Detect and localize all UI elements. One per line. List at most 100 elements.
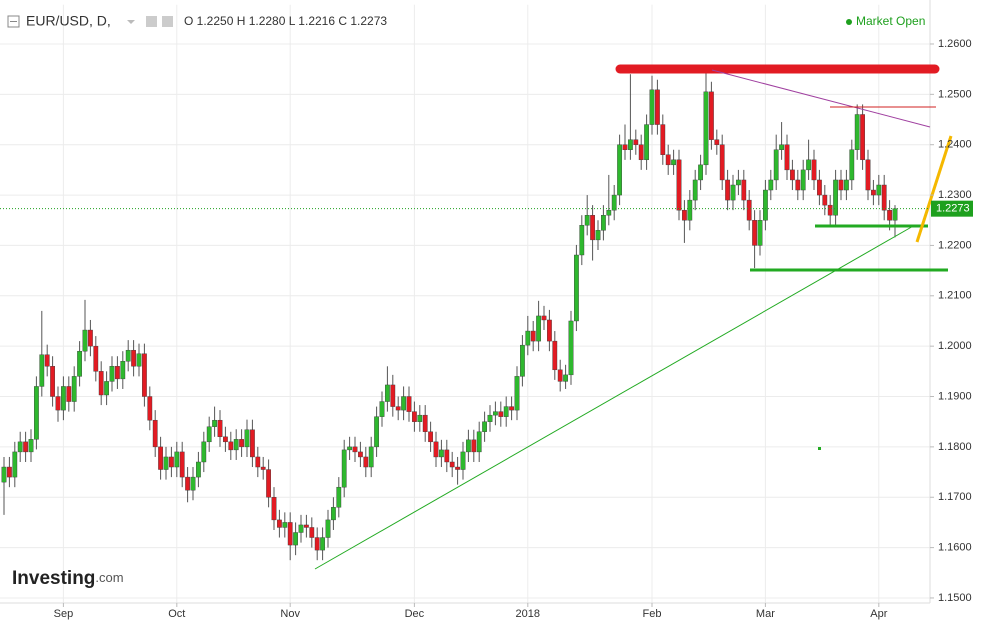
candle-body <box>249 429 255 458</box>
dot-drawing <box>818 447 821 450</box>
candle-body <box>471 439 477 453</box>
y-tick-label: 1.1900 <box>938 390 972 402</box>
candle-body <box>660 124 666 155</box>
y-tick-label: 1.2300 <box>938 189 972 201</box>
candle-body <box>822 194 828 206</box>
candle-body <box>212 419 217 427</box>
candle-body <box>66 386 72 402</box>
candle-body <box>93 345 99 372</box>
candle-body <box>406 396 412 412</box>
logo: Investing.com <box>12 568 124 589</box>
candle-body <box>865 159 871 191</box>
candle-body <box>34 386 39 440</box>
candle-body <box>568 320 574 376</box>
y-tick-label: 1.2200 <box>938 239 972 251</box>
candle-body <box>800 169 806 191</box>
candle-body <box>784 144 790 171</box>
candle-body <box>82 329 88 352</box>
logo-suffix: .com <box>95 570 123 585</box>
candle-body <box>482 421 487 432</box>
close-icon[interactable] <box>162 16 173 27</box>
candle-body <box>460 451 466 470</box>
candle-body <box>757 220 763 246</box>
candle-body <box>525 330 531 346</box>
candle-body <box>195 461 201 478</box>
candle-body <box>352 446 358 453</box>
candle-body <box>233 439 239 451</box>
candle-body <box>509 406 514 411</box>
x-tick-label: Apr <box>870 608 887 620</box>
x-tick-label: Sep <box>54 608 74 620</box>
candle-body <box>692 179 698 201</box>
candle-body <box>314 537 320 551</box>
candle-body <box>466 439 471 453</box>
x-tick-label: Feb <box>643 608 662 620</box>
candle-body <box>23 441 28 453</box>
candle-body <box>163 456 169 470</box>
candle-body <box>719 144 725 181</box>
x-tick-label: Mar <box>756 608 775 620</box>
candle-body <box>887 209 893 221</box>
candle-body <box>838 179 844 191</box>
candle-body <box>606 209 612 216</box>
candle-body <box>422 414 428 432</box>
candle-body <box>114 366 120 380</box>
candle-body <box>617 144 623 196</box>
x-tick-label: 2018 <box>516 608 540 620</box>
candle-body <box>644 124 650 161</box>
candle-body <box>844 179 849 191</box>
candle-body <box>374 416 379 448</box>
candle-body <box>476 431 482 453</box>
candles <box>1 66 898 561</box>
candle-body <box>12 451 18 478</box>
candle-body <box>503 406 509 417</box>
y-tick-label: 1.2000 <box>938 340 972 352</box>
candle-body <box>444 449 450 463</box>
candle-body <box>773 149 779 181</box>
uptrend-drawing <box>314 224 916 570</box>
dropdown-icon[interactable] <box>127 20 135 24</box>
collapse-icon[interactable] <box>7 15 20 28</box>
candle-body <box>266 469 271 498</box>
candle-body <box>876 184 882 196</box>
y-tick-label: 1.1600 <box>938 542 972 554</box>
candle-body <box>638 144 644 161</box>
candle-body <box>131 349 136 367</box>
candle-body <box>487 414 493 422</box>
candle-body <box>682 209 687 221</box>
candle-body <box>590 215 596 241</box>
candle-body <box>628 139 633 150</box>
candle-body <box>833 179 839 216</box>
candle-body <box>449 461 455 468</box>
candle-body <box>795 179 801 191</box>
last-price-label: 1.2273 <box>936 203 970 215</box>
candle-body <box>185 476 190 491</box>
candle-body <box>601 215 606 231</box>
candle-body <box>412 411 417 422</box>
candle-body <box>309 527 315 538</box>
settings-icon[interactable] <box>146 16 157 27</box>
candle-body <box>217 419 223 438</box>
candle-body <box>255 456 261 468</box>
candle-body <box>6 466 12 478</box>
candle-body <box>325 519 331 538</box>
y-tick-label: 1.2100 <box>938 290 972 302</box>
candle-body <box>817 179 822 196</box>
candle-body <box>741 179 747 201</box>
trend-drawing <box>711 69 931 128</box>
candle-body <box>71 376 77 402</box>
candle-body <box>395 406 401 411</box>
y-tick-label: 1.1700 <box>938 491 972 503</box>
candle-body <box>109 366 115 382</box>
candle-body <box>320 537 325 551</box>
candle-body <box>520 344 525 377</box>
candle-body <box>455 466 460 470</box>
candle-body <box>752 220 758 246</box>
candle-body <box>547 319 552 342</box>
candle-body <box>28 439 34 453</box>
candle-body <box>493 411 498 416</box>
y-tick-label: 1.1500 <box>938 592 972 604</box>
candle-body <box>385 384 390 402</box>
candle-body <box>55 396 61 411</box>
